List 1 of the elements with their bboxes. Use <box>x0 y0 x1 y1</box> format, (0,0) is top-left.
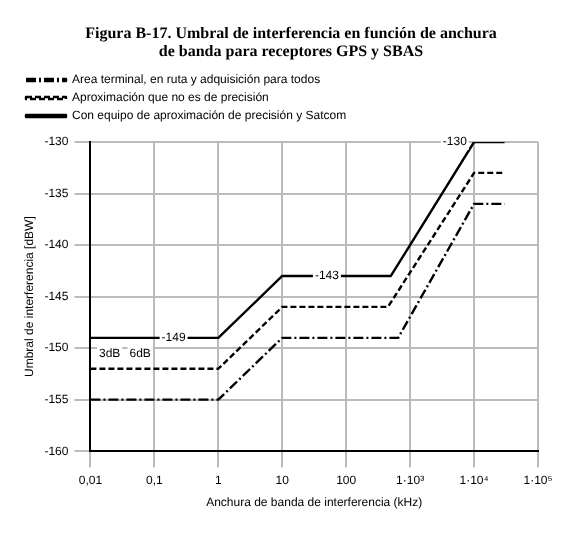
chart-title: Figura B-17. Umbral de interferencia en función de anchura de banda para receptores GPS y SBAS <box>83 22 499 64</box>
